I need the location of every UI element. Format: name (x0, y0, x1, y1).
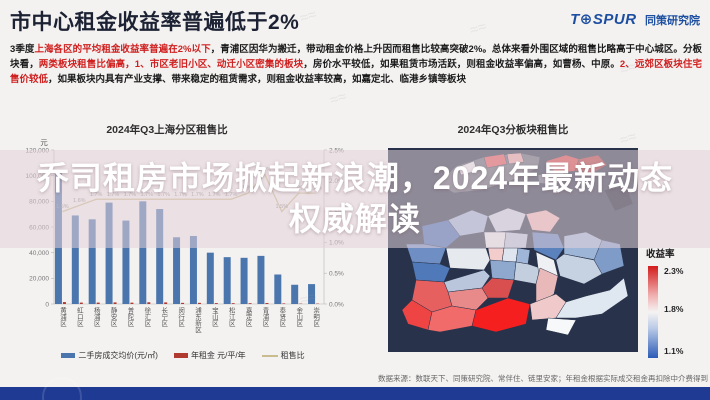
x-axis-label: 浦东新区 (193, 307, 201, 333)
logo-org-text: 同策研究院 (645, 15, 700, 27)
x-axis-label: 黄浦区 (58, 307, 66, 327)
legend-label-price: 二手房成交均价(元/㎡) (78, 351, 158, 360)
svg-text:0.5%: 0.5% (329, 271, 344, 278)
bottom-bar-emblem (42, 377, 82, 400)
x-axis-label: 杨浦区 (92, 307, 100, 327)
highlighted-text: 上海各区的平均租金收益率普遍在2%以下 (34, 44, 211, 55)
highlighted-text: 2、远郊区板块住宅售价较低 (10, 59, 702, 86)
bar-chart-legend: 二手房成交均价(元/㎡) 年租金 元/平/年 租售比 (8, 350, 358, 361)
legend-item-rent: 年租金 元/平/年 (173, 350, 246, 361)
x-axis-label: 崇明区 (311, 307, 319, 327)
headline-overlay: 乔司租房市场掀起新浪潮，2024年最新动态权威解读 (0, 150, 710, 248)
x-axis-label: 虹口区 (75, 307, 83, 327)
svg-text:元: 元 (40, 138, 48, 147)
highlighted-text: 两类板块租售比偏高，1、市区老旧小区、动迁小区密集的板块 (38, 59, 304, 71)
x-axis-label: 青浦区 (260, 307, 268, 327)
x-axis-label: 宝山区 (210, 307, 218, 327)
legend-label-rent: 年租金 元/平/年 (190, 351, 246, 360)
legend-label-ratio: 租售比 (280, 351, 305, 360)
map-legend-min: 1.1% (664, 346, 684, 356)
svg-text:0: 0 (45, 301, 49, 308)
data-source-note: 数据来源：数联天下、同策研究院、常伴住、链里安家；年租金根据实际成交租金再扣除中… (378, 374, 708, 383)
watermark: ≈≈ (297, 5, 319, 28)
legend-item-ratio: 租售比 (261, 350, 305, 361)
x-axis-label: 静安区 (109, 307, 117, 327)
map-legend-gradient (648, 266, 658, 358)
svg-text:20,000: 20,000 (29, 276, 49, 283)
svg-text:0.0%: 0.0% (329, 301, 344, 308)
map-legend-max: 2.3% (664, 266, 684, 276)
x-axis-label: 嘉定区 (244, 307, 252, 327)
body-text: 3季度 (10, 44, 35, 55)
rent-bar-swatch (173, 353, 188, 358)
body-text: ，如果板块内具有产业支撑、带来稳定的租赁需求，则租金收益率较高，如嘉定北、临港乡… (48, 74, 467, 86)
logo-brand-text: T⊕SPUR (570, 11, 637, 28)
body-text: ，房价水平较低，如果租赁市场活跃，则租金收益率偏高，如曹杨、中原。 (303, 59, 620, 71)
x-axis-label: 长宁区 (159, 307, 167, 327)
x-axis-label: 闵行区 (176, 307, 184, 327)
map-legend-title: 收益率 (646, 249, 675, 260)
ratio-line-swatch (261, 354, 278, 357)
x-axis-label: 普陀区 (125, 307, 133, 327)
svg-text:40,000: 40,000 (29, 250, 49, 257)
body-text: ，青浦区因华为搬迁，带动租金价格上升因而租售比较高突破2%。总体来看外围区域的租… (10, 44, 703, 71)
headline-text: 乔司租房市场掀起新浪潮，2024年最新动态权威解读 (36, 160, 674, 237)
x-axis-label: 徐汇区 (142, 307, 150, 327)
map-legend: 收益率 2.3% 1.8% 1.1% (646, 246, 706, 358)
x-axis-label: 松江区 (227, 307, 235, 327)
tospur-logo: T⊕SPUR 同策研究院 (570, 10, 700, 29)
page-title: 市中心租金收益率普遍低于2% (10, 11, 300, 34)
summary-paragraph: 3季度上海各区的平均租金收益率普遍在2%以下，青浦区因华为搬迁，带动租金价格上升… (10, 42, 702, 88)
bottom-bar (0, 377, 710, 400)
right-chart-title: 2024年Q3分板块租售比 (457, 124, 569, 136)
watermark: ≈≈ (467, 17, 489, 40)
x-axis-label: 奉贤区 (277, 307, 285, 327)
watermark: ≈≈ (327, 87, 349, 110)
map-legend-mid: 1.8% (664, 304, 684, 314)
left-chart-title: 2024年Q3上海分区租售比 (106, 124, 228, 136)
legend-item-price: 二手房成交均价(元/㎡) (61, 350, 158, 361)
price-bar-swatch (61, 353, 76, 358)
x-axis-label: 金山区 (294, 307, 302, 327)
